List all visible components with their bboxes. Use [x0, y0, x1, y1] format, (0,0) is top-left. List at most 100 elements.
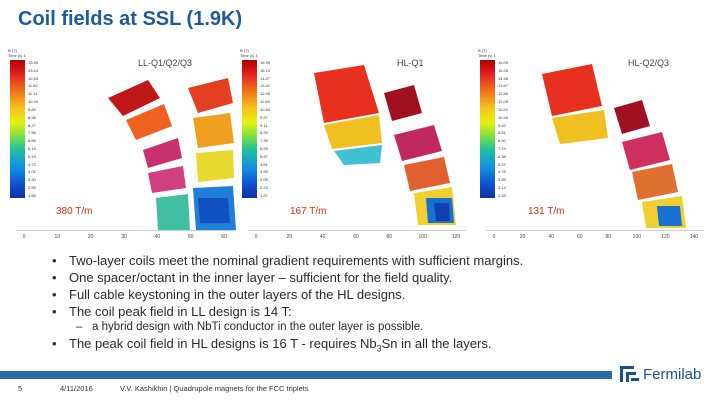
scale-tick-label: 4.01	[28, 169, 36, 175]
x-axis: 0 10 20 30 40 50 60	[16, 230, 234, 244]
scale-tick-label: 10.43	[498, 114, 509, 120]
scale-tick-label: 13.67	[498, 83, 509, 89]
scale-tick-label: 12.55	[260, 91, 271, 97]
axis-tick-label: 40	[548, 234, 554, 240]
scale-tick-label: 2.33	[498, 192, 506, 198]
panel-label: LL-Q1/Q2/Q3	[138, 58, 193, 68]
axis-tick-label: 0	[254, 234, 258, 240]
slide-title: Coil fields at SSL (1.9K)	[18, 8, 243, 30]
axis-tick-label: 0	[22, 234, 26, 240]
scale-tick-label: 14.27	[260, 75, 271, 81]
axis-tick-label: 40	[319, 234, 326, 240]
scale-tick-label: 15.99	[260, 60, 271, 65]
bullet-item: The coil peak field in LL design is 14 T…	[52, 303, 672, 320]
scale-tick-label: 9.11	[260, 122, 268, 128]
scale-tick-label: 1.88	[28, 192, 36, 198]
bullet-item: Two-layer coils meet the nominal gradien…	[52, 252, 672, 269]
scale-tick-label: 8.27	[28, 122, 36, 128]
bullet-item: Full cable keystoning in the outer layer…	[52, 286, 672, 303]
scale-tick-label: 11.24	[498, 106, 508, 112]
axis-tick-label: 100	[632, 234, 642, 240]
scale-tick-label: 7.39	[260, 138, 268, 144]
scale-tick-label: 6.38	[498, 153, 506, 159]
axis-tick-label: 120	[661, 234, 670, 240]
scale-tick-label: 10.40	[28, 99, 39, 105]
axis-tick-label: 60	[576, 234, 583, 240]
scale-tick-label: 3.14	[498, 185, 506, 190]
scale-header: B (T) Time (s) 1	[478, 48, 496, 58]
scale-tick-label: 3.95	[260, 169, 268, 175]
axis-tick-label: 80	[386, 234, 393, 240]
scale-tick-label: 5.43	[28, 153, 36, 159]
scale-tick-label: 5.57	[498, 161, 506, 167]
scale-tick-label: 8.81	[498, 130, 506, 136]
bullet-text-post: Sn in all the layers.	[381, 336, 492, 351]
sub-bullet-item: a hybrid design with NbTi conductor in t…	[52, 320, 672, 335]
scale-tick-label: 11.82	[28, 83, 38, 89]
coil-field-map-hl-q2q3: B (T) Time (s) 1 16.09 15.28 14.48 13.67 12.…	[478, 48, 708, 248]
axis-tick-label: 100	[418, 234, 427, 240]
scale-tick-label: 8.25	[260, 130, 268, 136]
scale-tick-label: 4.72	[28, 161, 36, 167]
bullet-list: Two-layer coils meet the nominal gradien…	[52, 252, 672, 358]
axis-tick-label: 120	[451, 234, 461, 240]
gradient-label: 131 T/m	[528, 206, 565, 217]
axis-tick-label: 20	[519, 234, 526, 240]
axis-tick-label: 60	[353, 234, 359, 240]
coil-cross-section	[108, 78, 236, 230]
x-axis: 0 20 40 60 80 100 120	[248, 230, 466, 244]
axis-tick-label: 140	[689, 234, 699, 240]
scale-tick-label: 11.11	[28, 91, 38, 97]
scale-tick-label: 16.09	[498, 60, 509, 65]
scale-tick-label: 6.14	[28, 145, 36, 151]
scale-ticks: 16.09 15.28 14.48 13.67 12.86 12.05 11.24 10.43…	[498, 60, 508, 198]
axis-tick-label: 20	[286, 234, 293, 240]
scale-tick-label: 6.53	[260, 145, 268, 151]
coil-field-map-hl-q1: B (T) Time (s) 1 15.99 15.13 14.27 13.41 12.…	[240, 48, 470, 248]
color-bar	[480, 60, 495, 198]
scale-tick-label: 11.69	[260, 99, 270, 105]
scale-tick-label: 9.62	[498, 122, 506, 128]
bullet-item: The peak coil field in HL designs is 16 …	[52, 335, 672, 358]
coil-field-map-ll: B (T) Time (s) 1 13.95 13.24 12.53 11.82 11.…	[8, 48, 238, 248]
scale-tick-label: 13.41	[260, 83, 271, 89]
scale-ticks: 13.95 13.24 12.53 11.82 11.11 10.40 9.69 8.98 8.…	[28, 60, 38, 198]
scale-tick-label: 15.28	[498, 67, 509, 73]
gradient-label: 167 T/m	[290, 206, 327, 217]
scale-tick-label: 10.83	[260, 106, 271, 112]
scale-tick-label: 3.95	[498, 177, 506, 183]
logo-text: Fermilab	[643, 365, 702, 383]
footer-text: V.V. Kashikhin | Quadrupole magnets for …	[120, 384, 309, 393]
scale-tick-label: 4.81	[260, 161, 268, 167]
bullet-item: One spacer/octant in the inner layer – s…	[52, 269, 672, 286]
x-axis: 0 20 40 60 80 100 120 140	[486, 230, 704, 244]
scale-tick-label: 12.53	[28, 75, 39, 81]
scale-tick-label: 4.76	[498, 169, 506, 175]
axis-tick-label: 0	[492, 234, 496, 240]
fermilab-logo: Fermilab	[618, 363, 701, 385]
scale-tick-label: 12.86	[498, 91, 509, 97]
scale-ticks: 15.99 15.13 14.27 13.41 12.55 11.69 10.83 9.97 9…	[260, 60, 270, 198]
panel-label: HL-Q2/Q3	[628, 58, 670, 68]
scale-tick-label: 2.23	[260, 185, 268, 190]
scale-tick-label: 13.95	[28, 60, 39, 65]
coil-cross-section	[314, 65, 456, 225]
axis-tick-label: 30	[121, 234, 127, 240]
scale-tick-label: 9.97	[260, 114, 268, 120]
bullet-text-pre: The peak coil field in HL designs is 16 …	[69, 336, 377, 351]
axis-tick-label: 80	[605, 234, 612, 240]
scale-tick-label: 8.98	[28, 114, 36, 120]
scale-header: B (T) Time (s) 1	[8, 48, 26, 58]
gradient-label: 380 T/m	[56, 206, 93, 217]
page-number: 5	[18, 384, 23, 393]
scale-tick-label: 3.30	[28, 177, 36, 183]
scale-header: B (T) Time (s) 1	[240, 48, 258, 58]
scale-tick-label: 15.13	[260, 67, 271, 73]
fermilab-icon	[620, 366, 639, 382]
footer-bar	[0, 371, 612, 379]
subscript: 3	[376, 343, 382, 354]
scale-tick-label: 3.09	[260, 177, 268, 183]
scale-tick-label: 12.05	[498, 99, 509, 105]
axis-tick-label: 20	[87, 234, 94, 240]
footer-date: 4/11/2016	[60, 384, 93, 393]
